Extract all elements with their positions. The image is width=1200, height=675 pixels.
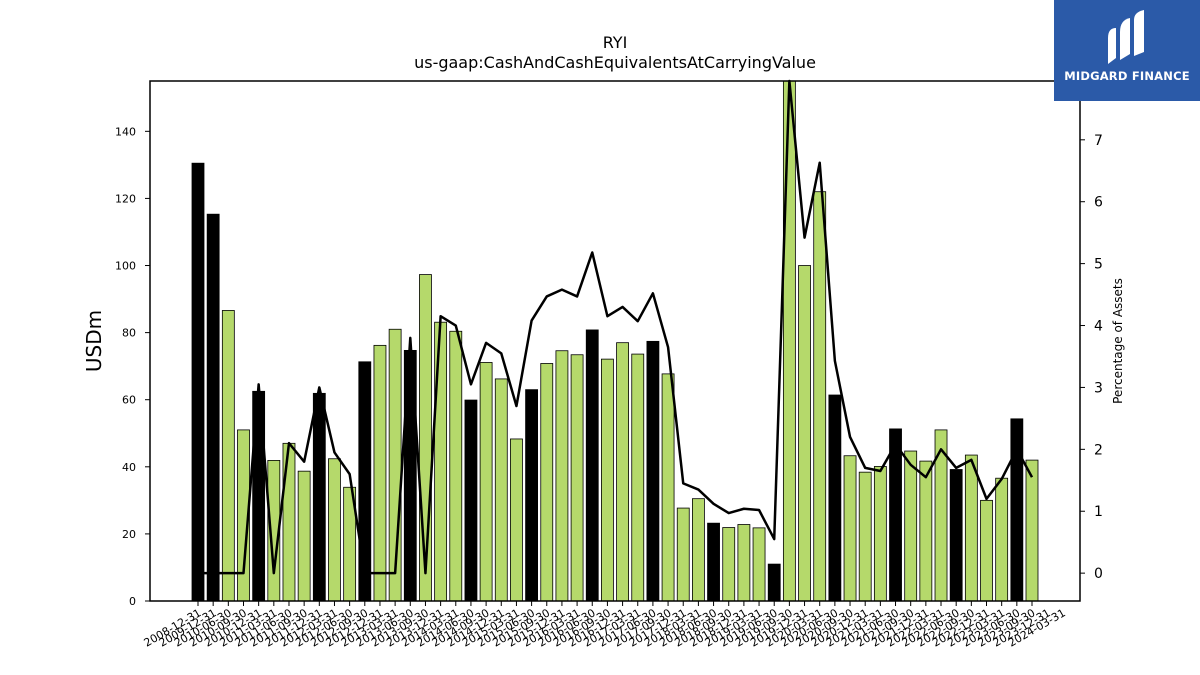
y-tick-label-right: 1 xyxy=(1094,504,1103,520)
y-axis-label-left: USDm xyxy=(82,310,106,372)
bar xyxy=(297,470,311,602)
y-tick-label-left: 80 xyxy=(122,327,136,340)
y-tick-label-right: 5 xyxy=(1094,257,1103,273)
bar xyxy=(494,378,508,602)
y-tick-label-right: 4 xyxy=(1094,319,1103,335)
bar xyxy=(828,394,842,602)
logo-mark-icon xyxy=(1108,10,1144,64)
bar xyxy=(570,354,584,602)
y-tick-label-left: 40 xyxy=(122,461,136,474)
y-tick-label-right: 0 xyxy=(1094,566,1103,582)
bar xyxy=(904,450,918,602)
bar xyxy=(282,442,296,602)
bar xyxy=(1025,459,1039,602)
bar xyxy=(191,162,205,602)
bar xyxy=(949,469,963,602)
y-tick-label-left: 60 xyxy=(122,394,136,407)
y-axis-label-right: Percentage of Assets xyxy=(1111,278,1125,404)
bar xyxy=(964,454,978,602)
chart-title: RYI xyxy=(603,33,628,52)
y-tick-label-left: 140 xyxy=(115,125,136,138)
bar xyxy=(312,392,326,602)
bar xyxy=(510,438,523,602)
brand-logo: MIDGARD FINANCE xyxy=(1054,0,1200,101)
bar xyxy=(661,373,675,602)
bar xyxy=(676,507,690,602)
bar xyxy=(722,527,736,602)
bar xyxy=(540,363,554,602)
bar xyxy=(782,80,796,602)
bar xyxy=(843,455,857,602)
bar xyxy=(889,428,902,602)
line-series xyxy=(198,79,1034,575)
plot-frame xyxy=(149,80,1081,602)
bar xyxy=(737,524,751,602)
y-tick-label-right: 3 xyxy=(1094,380,1103,396)
bar xyxy=(980,499,993,602)
bar xyxy=(919,460,933,602)
logo-text: MIDGARD FINANCE xyxy=(1064,69,1190,83)
chart-subtitle: us-gaap:CashAndCashEquivalentsAtCarrying… xyxy=(414,53,816,72)
bar xyxy=(585,329,599,602)
y-tick-label-left: 100 xyxy=(115,260,136,273)
percentage-line xyxy=(198,79,1034,575)
bar xyxy=(858,471,872,602)
y-tick-label-left: 120 xyxy=(115,192,136,205)
bar xyxy=(434,321,448,602)
bar xyxy=(449,330,463,602)
bar xyxy=(752,527,766,602)
bar xyxy=(767,563,781,602)
y-tick-label-left: 20 xyxy=(122,528,136,541)
bar xyxy=(525,389,538,602)
bar xyxy=(616,342,629,602)
bar xyxy=(601,358,614,602)
bar xyxy=(206,213,220,602)
bar xyxy=(873,466,887,602)
bar-series xyxy=(191,80,1039,602)
bar xyxy=(328,458,341,602)
bar xyxy=(646,340,660,602)
bar xyxy=(1010,418,1024,602)
bar xyxy=(555,350,569,602)
y-tick-label-right: 2 xyxy=(1094,442,1103,458)
y-tick-label-right: 7 xyxy=(1094,133,1103,149)
bar xyxy=(692,498,705,602)
bar xyxy=(798,265,811,602)
bar xyxy=(464,399,478,602)
bar xyxy=(479,362,493,602)
bar xyxy=(221,310,235,602)
bar xyxy=(707,522,720,602)
bar xyxy=(631,353,645,602)
bar xyxy=(813,191,827,602)
y-tick-label-right: 6 xyxy=(1094,195,1103,211)
bar xyxy=(373,344,387,602)
bar xyxy=(995,477,1009,602)
y-tick-label-left: 0 xyxy=(129,595,136,608)
